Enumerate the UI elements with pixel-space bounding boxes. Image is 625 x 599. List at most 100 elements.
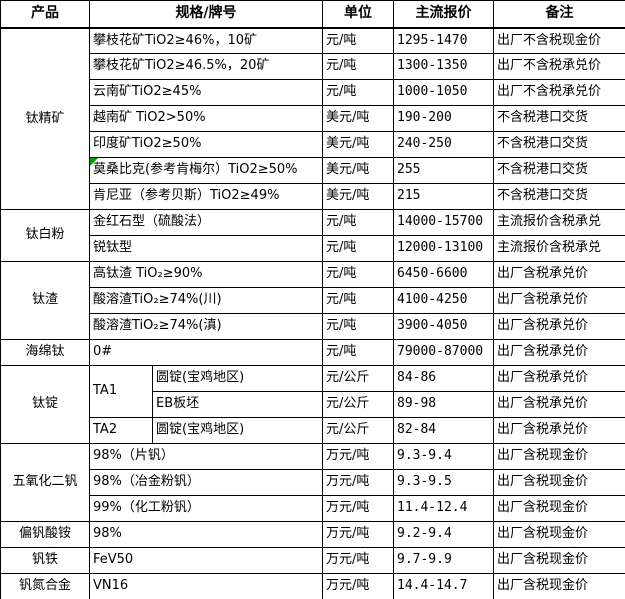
col-header-unit: 单位 xyxy=(322,0,394,29)
spec-cell: 98%（冶金粉钒） xyxy=(89,469,323,496)
note-cell: 出厂含税现金价 xyxy=(493,547,625,574)
col-header-product: 产品 xyxy=(0,0,90,29)
grade-cell: TA1 xyxy=(89,365,153,418)
note-cell: 出厂含税承兑价 xyxy=(493,261,625,288)
note-cell: 出厂含税承兑价 xyxy=(493,365,625,392)
spec-cell: 圆锭(宝鸡地区) xyxy=(152,417,323,444)
table-row: TA2 圆锭(宝鸡地区) 元/公斤 82-84 出厂含税承兑价 xyxy=(1,417,625,444)
note-cell: 不含税港口交货 xyxy=(493,131,625,158)
table-row: 印度矿TiO2≥50% 美元/吨 240-250 不含税港口交货 xyxy=(1,131,625,158)
spec-cell: VN16 xyxy=(89,573,323,599)
price-cell: 9.2-9.4 xyxy=(393,521,494,548)
price-cell: 84-86 xyxy=(393,365,494,392)
note-cell: 出厂含税承兑价 xyxy=(493,313,625,340)
spec-cell: 圆锭(宝鸡地区) xyxy=(152,365,323,392)
unit-cell: 美元/吨 xyxy=(322,105,394,132)
unit-cell: 万元/吨 xyxy=(322,495,394,522)
table-row: 99%（化工粉钒） 万元/吨 11.4-12.4 出厂含税现金价 xyxy=(1,495,625,522)
note-cell: 出厂含税现金价 xyxy=(493,573,625,599)
table-row: 云南矿TiO2≥45% 元/吨 1000-1050 出厂不含税承兑价 xyxy=(1,79,625,106)
product-cell: 偏钒酸铵 xyxy=(0,521,90,548)
note-cell: 不含税港口交货 xyxy=(493,105,625,132)
price-cell: 3900-4050 xyxy=(393,313,494,340)
price-cell: 240-250 xyxy=(393,131,494,158)
spec-cell: EB板坯 xyxy=(152,391,323,418)
table-row: 海绵钛 0# 元/吨 79000-87000 出厂含税承兑价 xyxy=(0,339,625,366)
product-cell: 五氧化二钒 xyxy=(0,443,90,522)
spec-cell: 莫桑比克(参考肯梅尔）TiO2≥50% xyxy=(89,157,323,184)
cell-flag-triangle-icon xyxy=(90,158,98,166)
spec-cell: 锐钛型 xyxy=(89,235,323,262)
unit-cell: 元/吨 xyxy=(322,27,394,54)
note-cell: 主流报价含税承兑 xyxy=(493,209,625,236)
unit-cell: 元/吨 xyxy=(322,261,394,288)
col-header-spec: 规格/牌号 xyxy=(89,0,323,29)
price-cell: 79000-87000 xyxy=(393,339,494,366)
table-row: 肯尼亚（参考贝斯）TiO2≥49% 美元/吨 215 不含税港口交货 xyxy=(1,183,625,210)
spec-cell: 高钛渣 TiO₂≥90% xyxy=(89,261,323,288)
table-row: 98%（冶金粉钒） 万元/吨 9.3-9.5 出厂含税现金价 xyxy=(1,469,625,496)
note-cell: 不含税港口交货 xyxy=(493,183,625,210)
price-cell: 4100-4250 xyxy=(393,287,494,314)
spec-cell: 酸溶渣TiO₂≥74%(川) xyxy=(89,287,323,314)
unit-cell: 万元/吨 xyxy=(322,573,394,599)
spec-cell: 肯尼亚（参考贝斯）TiO2≥49% xyxy=(89,183,323,210)
spec-cell: 99%（化工粉钒） xyxy=(89,495,323,522)
price-cell: 9.3-9.4 xyxy=(393,443,494,470)
product-cell: 钛锭 xyxy=(0,365,90,444)
note-cell: 主流报价含税承兑 xyxy=(493,235,625,262)
unit-cell: 元/吨 xyxy=(322,313,394,340)
note-cell: 出厂含税承兑价 xyxy=(493,391,625,418)
header-row: 产品 规格/牌号 单位 主流报价 备注 xyxy=(0,0,625,29)
product-cell: 钛渣 xyxy=(0,261,90,340)
note-cell: 出厂不含税承兑价 xyxy=(493,53,625,80)
table-row: 酸溶渣TiO₂≥74%(滇) 元/吨 3900-4050 出厂含税承兑价 xyxy=(1,313,625,340)
price-cell: 82-84 xyxy=(393,417,494,444)
price-cell: 6450-6600 xyxy=(393,261,494,288)
spec-cell: 酸溶渣TiO₂≥74%(滇) xyxy=(89,313,323,340)
table-row: 钛锭 TA1 圆锭(宝鸡地区) 元/公斤 84-86 出厂含税承兑价 xyxy=(0,365,625,444)
note-cell: 出厂含税承兑价 xyxy=(493,287,625,314)
note-cell: 出厂含税现金价 xyxy=(493,521,625,548)
table-row: 锐钛型 元/吨 12000-13100 主流报价含税承兑 xyxy=(1,235,625,262)
product-cell: 钒氮合金 xyxy=(0,573,90,599)
unit-cell: 万元/吨 xyxy=(322,521,394,548)
price-cell: 1300-1350 xyxy=(393,53,494,80)
spec-cell: 98% xyxy=(89,521,323,548)
unit-cell: 元/吨 xyxy=(322,339,394,366)
table-row: 钛精矿 攀枝花矿TiO2≥46%，10矿 元/吨 1295-1470 出厂不含税… xyxy=(0,27,625,210)
price-cell: 12000-13100 xyxy=(393,235,494,262)
table-row: 五氧化二钒 98%（片钒） 万元/吨 9.3-9.4 出厂含税现金价 xyxy=(0,443,625,522)
table-row: 越南矿 TiO2>50% 美元/吨 190-200 不含税港口交货 xyxy=(1,105,625,132)
note-cell: 出厂含税承兑价 xyxy=(493,339,625,366)
spec-cell: 0# xyxy=(89,339,323,366)
unit-cell: 元/吨 xyxy=(322,287,394,314)
unit-cell: 元/吨 xyxy=(322,209,394,236)
price-cell: 255 xyxy=(393,157,494,184)
table-row: 钛渣 高钛渣 TiO₂≥90% 元/吨 6450-6600 出厂含税承兑价 xyxy=(0,261,625,340)
table-row: 酸溶渣TiO₂≥74%(川) 元/吨 4100-4250 出厂含税承兑价 xyxy=(1,287,625,314)
unit-cell: 万元/吨 xyxy=(322,469,394,496)
table-row: 攀枝花矿TiO2≥46.5%，20矿 元/吨 1300-1350 出厂不含税承兑… xyxy=(1,53,625,80)
table-row: 钒铁 FeV50 万元/吨 9.7-9.9 出厂含税现金价 xyxy=(0,547,625,574)
spec-cell: 云南矿TiO2≥45% xyxy=(89,79,323,106)
product-cell: 钛精矿 xyxy=(0,27,90,210)
price-cell: 1295-1470 xyxy=(393,27,494,54)
grade-cell: TA2 xyxy=(89,417,153,444)
spec-cell: 98%（片钒） xyxy=(89,443,323,470)
spec-cell: 越南矿 TiO2>50% xyxy=(89,105,323,132)
price-cell: 14000-15700 xyxy=(393,209,494,236)
table-row: 偏钒酸铵 98% 万元/吨 9.2-9.4 出厂含税现金价 xyxy=(0,521,625,548)
note-cell: 不含税港口交货 xyxy=(493,157,625,184)
product-cell: 海绵钛 xyxy=(0,339,90,366)
spec-text: 莫桑比克(参考肯梅尔）TiO2≥50% xyxy=(93,162,298,178)
table-row: EB板坯 元/公斤 89-98 出厂含税承兑价 xyxy=(1,391,625,418)
price-cell: 1000-1050 xyxy=(393,79,494,106)
unit-cell: 万元/吨 xyxy=(322,547,394,574)
unit-cell: 元/公斤 xyxy=(322,365,394,392)
unit-cell: 元/公斤 xyxy=(322,417,394,444)
table-row: 钒氮合金 VN16 万元/吨 14.4-14.7 出厂含税现金价 xyxy=(0,573,625,599)
unit-cell: 元/吨 xyxy=(322,79,394,106)
